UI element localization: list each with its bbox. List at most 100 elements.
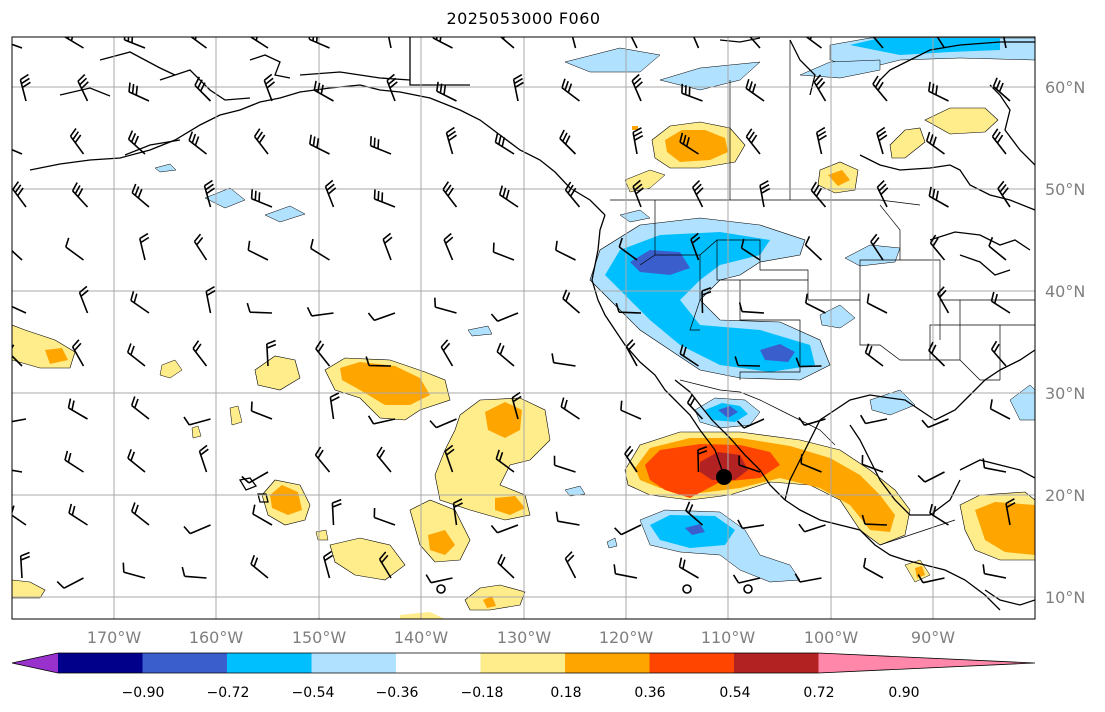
wind-barb <box>139 232 150 261</box>
wind-barb <box>738 302 765 314</box>
wind-barb <box>12 305 27 314</box>
wind-barb <box>690 232 701 261</box>
wind-barb <box>810 181 827 208</box>
wind-barb <box>630 37 638 49</box>
wind-barb <box>314 446 331 473</box>
wind-barb <box>805 37 822 49</box>
wind-barb <box>367 415 396 425</box>
wind-barb <box>64 37 84 49</box>
wind-barb <box>127 130 146 155</box>
wind-barb <box>553 455 576 473</box>
colorbar-tick-8: 0.54 <box>719 685 750 701</box>
wind-barb <box>123 37 146 49</box>
wind-barb <box>440 339 454 367</box>
lat-label-10: 10°N <box>1045 588 1085 607</box>
wind-barb <box>12 505 27 526</box>
wind-barb <box>555 511 580 526</box>
longitude-labels: 170°W 160°W 150°W 140°W 130°W 120°W 110°… <box>87 628 955 647</box>
wind-barb <box>77 74 89 102</box>
colorbar-tick-1: −0.90 <box>122 685 165 701</box>
wind-barb <box>872 75 888 102</box>
wind-barb <box>246 302 273 314</box>
wind-barb <box>679 344 699 367</box>
lat-label-20: 20°N <box>1045 486 1085 505</box>
wind-barb <box>870 233 884 261</box>
wind-barb <box>864 343 884 367</box>
wind-barb <box>614 524 642 536</box>
wind-barb <box>183 416 211 426</box>
wind-barb <box>737 519 765 530</box>
wind-barb <box>559 129 577 155</box>
wind-barb <box>249 37 269 49</box>
wind-barbs <box>12 37 1016 589</box>
wind-barb <box>69 128 85 155</box>
wind-barb <box>203 179 215 208</box>
wind-barb <box>794 573 822 583</box>
lon-label-100w: 100°W <box>804 628 859 647</box>
wind-barb <box>434 297 457 314</box>
latitude-labels: 60°N 50°N 40°N 30°N 20°N 10°N <box>1045 78 1085 607</box>
wind-barb <box>615 302 642 314</box>
wind-barb <box>692 37 700 49</box>
wind-barb <box>329 392 340 420</box>
wind-barb <box>624 445 638 473</box>
wind-barb <box>127 449 146 473</box>
wind-barb <box>928 81 949 102</box>
colorbar-bin <box>311 653 397 673</box>
wind-barb <box>494 132 515 155</box>
colorbar-outline <box>11 652 1036 674</box>
wind-barb <box>876 180 889 208</box>
colorbar-tick-7: 0.36 <box>634 685 665 701</box>
colorbar-bin <box>142 653 228 673</box>
wind-barb <box>555 240 576 261</box>
colorbar-extend-low <box>12 653 58 673</box>
wind-barb <box>495 449 515 473</box>
wind-barb <box>205 286 216 314</box>
wind-barb <box>71 182 89 208</box>
colorbar-tick-2: −0.72 <box>207 685 250 701</box>
wind-barb <box>194 76 212 102</box>
wind-barb <box>324 179 337 208</box>
wind-barb <box>250 189 273 208</box>
wind-barb <box>860 414 888 425</box>
wind-barb <box>798 523 826 533</box>
wind-barb <box>192 340 208 367</box>
wind-barb <box>917 574 945 584</box>
wind-barb <box>561 78 580 102</box>
wind-barb <box>19 551 30 579</box>
colorbar-tick-4: −0.36 <box>376 685 419 701</box>
wind-barb <box>795 357 822 368</box>
wind-barb <box>613 564 638 579</box>
colorbar-bin <box>734 653 819 673</box>
wind-barb <box>429 418 457 429</box>
wind-barb <box>632 179 644 208</box>
wind-barb <box>308 37 330 49</box>
wind-barb <box>253 128 269 155</box>
storm-center-dot <box>716 469 732 485</box>
wind-barb <box>190 37 207 49</box>
wind-barb <box>71 339 85 367</box>
wind-barb <box>436 81 457 102</box>
map-frame <box>11 36 1036 620</box>
wind-barb <box>369 136 392 155</box>
wind-barb <box>745 128 761 155</box>
wind-barb <box>65 237 84 261</box>
wind-barb <box>310 238 330 261</box>
wind-barb <box>442 181 458 208</box>
colorbar-extend-high <box>818 653 1035 673</box>
wind-barb <box>12 469 23 473</box>
wind-barb <box>130 396 150 420</box>
lon-label-150w: 150°W <box>292 628 347 647</box>
wind-barb <box>551 353 576 367</box>
wind-barb <box>56 577 84 589</box>
wind-barb <box>19 73 31 102</box>
wind-barb <box>813 74 827 102</box>
wind-barb <box>732 574 761 584</box>
map-panel <box>12 37 1035 619</box>
colorbar-tick-6: 0.18 <box>550 685 581 701</box>
wind-barb <box>618 237 638 261</box>
colorbar-bin <box>58 653 143 673</box>
wind-barb <box>498 185 519 208</box>
wind-barb <box>936 37 946 49</box>
